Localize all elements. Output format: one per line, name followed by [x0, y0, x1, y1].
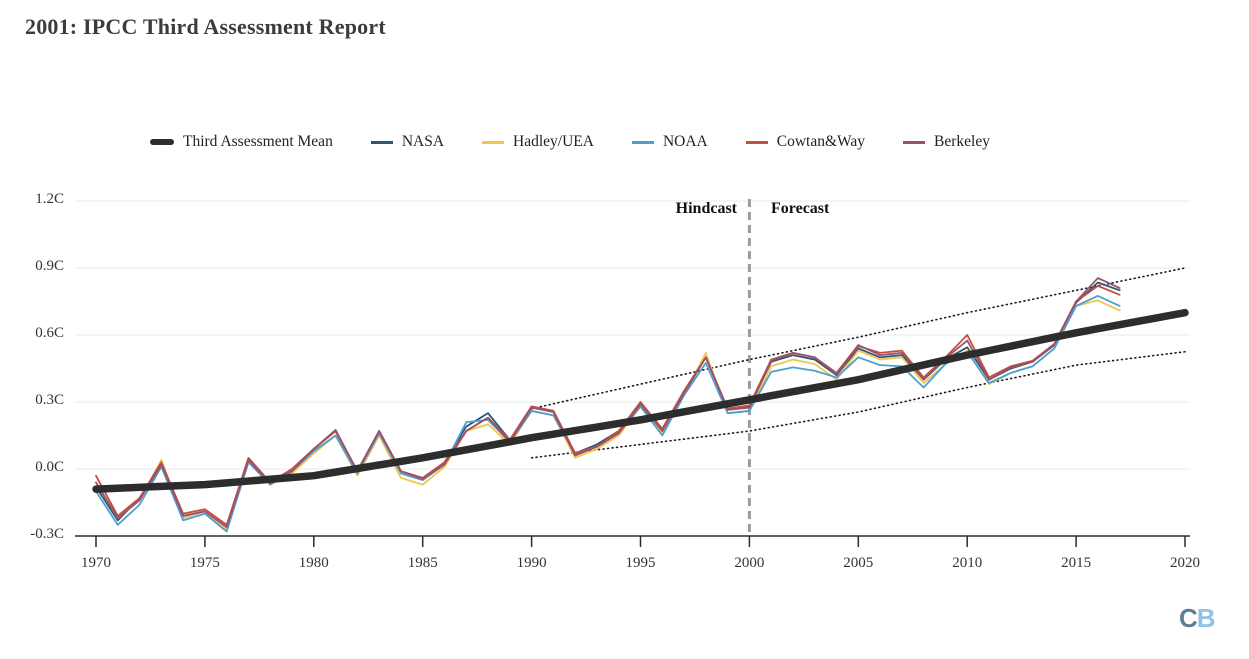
legend-item-noaa: NOAA — [631, 133, 708, 151]
series-line-nasa — [95, 281, 1121, 531]
x-tick-label-2000: 2000 — [734, 555, 765, 571]
x-tick-label-1970: 1970 — [81, 555, 111, 571]
envelope-lower-dotted-line — [530, 350, 1186, 459]
y-tick-label-0.9C: 0.9C — [35, 258, 64, 274]
page-title: 2001: IPCC Third Assessment Report — [25, 14, 386, 39]
series-line-noaa — [95, 295, 1121, 533]
x-tick-label-2005: 2005 — [843, 555, 874, 571]
legend-swatch-berkeley — [903, 140, 926, 144]
legend-item-berkeley: Berkeley — [903, 133, 990, 151]
legend-label-hadley: Hadley/UEA — [513, 133, 594, 150]
x-tick-label-2015: 2015 — [1061, 555, 1092, 571]
y-tick-label-0.0C: 0.0C — [35, 459, 64, 475]
legend-item-nasa: NASA — [370, 133, 445, 151]
x-tick-label-2010: 2010 — [952, 555, 983, 571]
legend-label-nasa: NASA — [401, 133, 445, 150]
y-tick-label-1.2C: 1.2C — [35, 191, 64, 207]
legend-swatch-cowtan-way — [745, 140, 768, 144]
legend-swatch-noaa — [631, 140, 654, 144]
series-line-mean — [92, 308, 1189, 493]
hindcast-label: Hindcast — [675, 200, 737, 217]
envelope-upper-dotted-line — [530, 267, 1186, 410]
x-tick-label-1985: 1985 — [407, 555, 438, 571]
x-tick-label-1975: 1975 — [189, 555, 220, 571]
logo-letter-b: B — [1196, 603, 1216, 633]
legend-swatch-nasa — [370, 140, 393, 144]
x-axis-line — [75, 535, 1190, 547]
x-tick-label-1990: 1990 — [516, 555, 547, 571]
series-line-cowtan-way — [95, 284, 1121, 526]
legend-swatch-hadley — [482, 140, 505, 144]
y-tick-label-0.3C: 0.3C — [35, 392, 64, 408]
forecast-label: Forecast — [771, 200, 830, 217]
y-tick-label-0.6C: 0.6C — [35, 325, 64, 341]
legend-item-mean: Third Assessment Mean — [150, 133, 333, 151]
x-tick-label-2020: 2020 — [1170, 555, 1200, 571]
chart-legend: Third Assessment Mean NASA Hadley/UEA NOAA C… — [150, 133, 990, 151]
y-tick-label--0.3C: -0.3C — [30, 525, 64, 542]
x-tick-label-1995: 1995 — [625, 555, 656, 571]
logo-letter-c: C — [1179, 603, 1198, 633]
legend-item-cowtan-way: Cowtan&Way — [745, 133, 866, 151]
legend-item-hadley: Hadley/UEA — [482, 133, 594, 151]
legend-label-cowtan-way: Cowtan&Way — [776, 133, 866, 150]
series-line-berkeley — [95, 277, 1121, 528]
carbonbrief-logo: CB — [1179, 603, 1216, 634]
legend-label-noaa: NOAA — [662, 133, 708, 150]
gridlines — [75, 200, 1190, 470]
x-tick-label-1980: 1980 — [298, 555, 329, 571]
legend-label-mean: Third Assessment Mean — [183, 133, 333, 150]
legend-label-berkeley: Berkeley — [934, 133, 990, 150]
legend-swatch-mean — [150, 139, 174, 145]
